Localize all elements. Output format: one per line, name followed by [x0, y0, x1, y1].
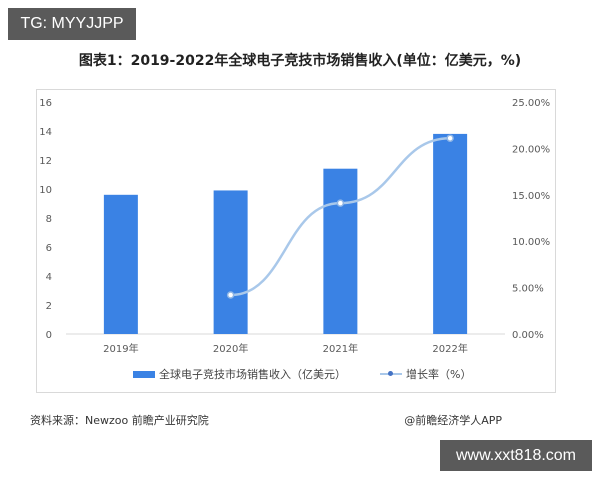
x-axis-tick-label: 2020年 — [213, 342, 248, 355]
legend-line-swatch-icon — [380, 369, 402, 379]
right-axis-tick-label: 5.00% — [512, 284, 544, 295]
right-axis-tick-label: 10.00% — [512, 237, 550, 248]
growth-rate-point — [226, 291, 235, 299]
right-axis-tick-label: 15.00% — [512, 191, 550, 202]
top-left-watermark-tag: TG: MYYJJPP — [8, 8, 136, 40]
x-axis-tick-label: 2021年 — [323, 342, 358, 355]
growth-rate-point — [446, 134, 454, 142]
chart-legend: 全球电子竞技市场销售收入（亿美元） 增长率（%） — [133, 366, 471, 382]
left-axis-tick-label: 4 — [46, 272, 52, 283]
chart-frame — [36, 89, 556, 393]
bar-2022年 — [433, 133, 468, 334]
left-axis-tick-label: 12 — [39, 156, 52, 167]
right-axis-tick-label: 25.00% — [512, 98, 550, 109]
right-axis-tick-label: 0.00% — [512, 330, 544, 341]
bar-2021年 — [323, 168, 358, 334]
left-axis-tick-label: 6 — [46, 243, 52, 254]
bottom-right-site-watermark: www.xxt818.com — [440, 440, 592, 471]
x-axis-tick-label: 2019年 — [103, 342, 138, 355]
legend-bar-swatch-icon — [133, 370, 155, 378]
bar-2019年 — [103, 194, 138, 334]
left-axis-tick-label: 8 — [46, 214, 52, 225]
left-axis-tick-label: 10 — [39, 185, 52, 196]
right-axis-tick-label: 20.00% — [512, 144, 550, 155]
chart-title: 图表1：2019-2022年全球电子竞技市场销售收入(单位：亿美元，%) — [78, 53, 522, 69]
left-axis-tick-label: 14 — [39, 127, 52, 138]
bar-2020年 — [213, 190, 248, 334]
legend-line-label: 增长率（%） — [406, 368, 472, 381]
growth-rate-point — [336, 199, 345, 207]
x-axis-tick-label: 2022年 — [432, 342, 467, 355]
left-axis-tick-label: 0 — [46, 330, 52, 341]
chart-plot-area: 0 2 4 6 8 10 12 14 16 0.00% 5.00% 10.00% 15.00% 20.00… — [39, 98, 550, 355]
credit-note: @前瞻经济学人APP — [404, 414, 502, 427]
legend-bar-label: 全球电子竞技市场销售收入（亿美元） — [159, 368, 346, 381]
source-note: 资料来源：Newzoo 前瞻产业研究院 — [30, 414, 209, 427]
left-axis-tick-label: 16 — [39, 98, 52, 109]
left-axis-tick-label: 2 — [46, 301, 52, 312]
